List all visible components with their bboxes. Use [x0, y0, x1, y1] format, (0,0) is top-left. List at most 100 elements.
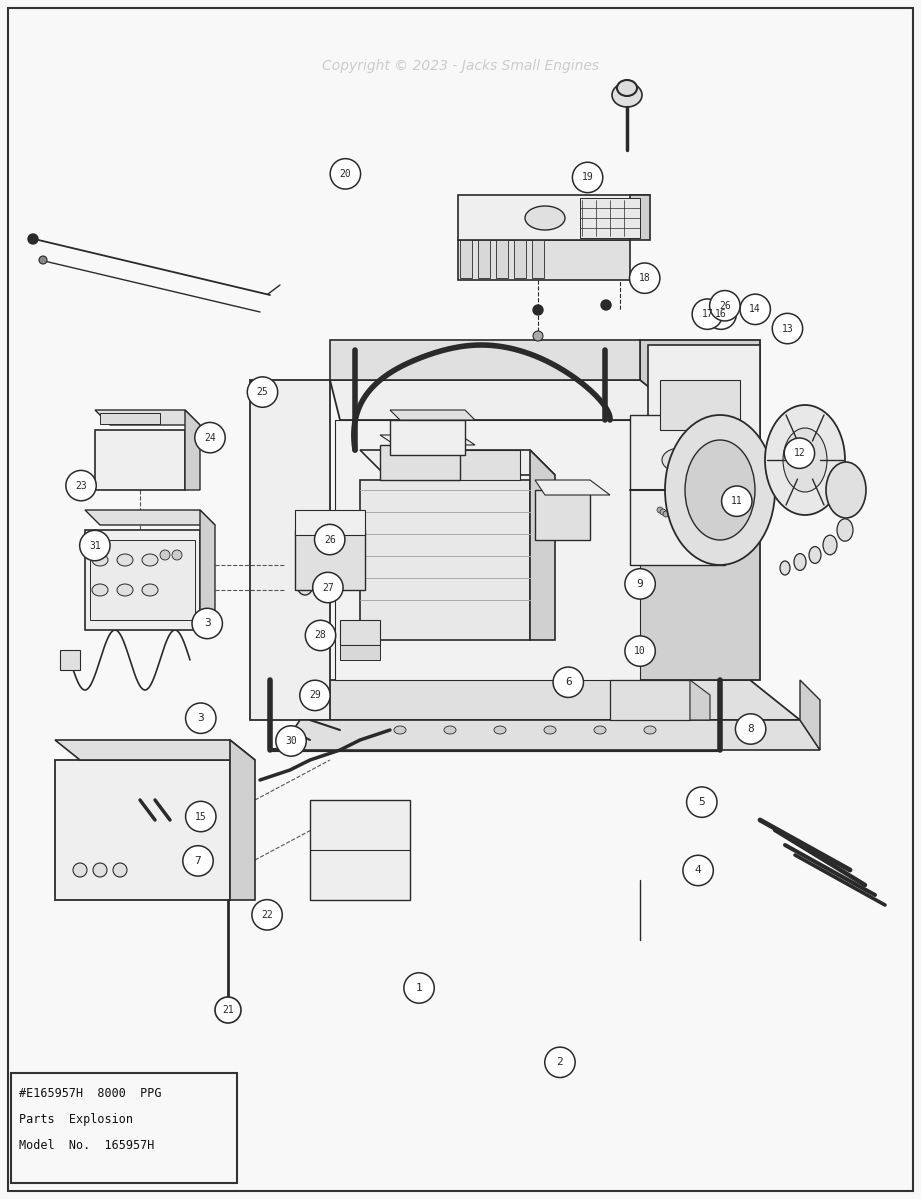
Polygon shape — [478, 240, 490, 278]
Ellipse shape — [142, 554, 158, 566]
Polygon shape — [400, 450, 520, 480]
Ellipse shape — [601, 300, 611, 311]
Polygon shape — [340, 620, 380, 645]
Ellipse shape — [617, 80, 637, 96]
Polygon shape — [185, 410, 200, 490]
Text: 1: 1 — [415, 983, 423, 993]
Text: 23: 23 — [76, 481, 87, 490]
Circle shape — [80, 530, 111, 561]
Circle shape — [314, 524, 345, 555]
Polygon shape — [380, 445, 460, 480]
Ellipse shape — [525, 206, 565, 230]
Ellipse shape — [702, 448, 738, 472]
Text: Parts  Explosion: Parts Explosion — [19, 1113, 133, 1126]
Text: 12: 12 — [794, 448, 805, 458]
Text: 11: 11 — [731, 496, 742, 506]
Text: 30: 30 — [286, 736, 297, 746]
Ellipse shape — [612, 83, 642, 107]
Ellipse shape — [113, 863, 127, 876]
Polygon shape — [532, 240, 544, 278]
Ellipse shape — [533, 331, 543, 341]
Polygon shape — [610, 680, 690, 721]
Circle shape — [300, 680, 331, 711]
Text: 16: 16 — [716, 309, 727, 319]
Bar — [11, 1073, 237, 1183]
Polygon shape — [250, 680, 800, 721]
Text: 5: 5 — [698, 797, 705, 807]
Circle shape — [692, 299, 722, 330]
Text: 3: 3 — [204, 619, 211, 628]
Polygon shape — [660, 380, 740, 430]
Ellipse shape — [117, 554, 133, 566]
Text: 24: 24 — [204, 433, 216, 442]
Polygon shape — [90, 540, 195, 620]
Circle shape — [722, 486, 752, 517]
Ellipse shape — [665, 415, 775, 565]
Polygon shape — [640, 341, 760, 680]
Circle shape — [682, 855, 713, 886]
Text: 21: 21 — [222, 1005, 234, 1016]
Circle shape — [772, 313, 802, 344]
Text: 22: 22 — [262, 910, 273, 920]
Ellipse shape — [660, 510, 666, 516]
Polygon shape — [360, 480, 530, 640]
Circle shape — [624, 568, 655, 600]
Circle shape — [403, 972, 435, 1004]
Polygon shape — [535, 480, 610, 495]
Circle shape — [186, 801, 216, 832]
Circle shape — [195, 422, 226, 453]
Polygon shape — [800, 680, 820, 751]
Polygon shape — [690, 680, 710, 721]
Ellipse shape — [73, 863, 87, 876]
Ellipse shape — [544, 727, 556, 734]
Polygon shape — [390, 420, 465, 454]
Polygon shape — [280, 721, 820, 751]
Circle shape — [330, 158, 361, 189]
Ellipse shape — [533, 305, 543, 315]
Text: 28: 28 — [315, 631, 326, 640]
Circle shape — [740, 294, 770, 325]
Text: 9: 9 — [636, 579, 644, 589]
Text: 8: 8 — [747, 724, 754, 734]
Circle shape — [192, 608, 223, 639]
Ellipse shape — [297, 576, 313, 595]
Text: 18: 18 — [639, 273, 650, 283]
Polygon shape — [295, 510, 365, 535]
Polygon shape — [55, 740, 255, 760]
Ellipse shape — [172, 550, 182, 560]
Circle shape — [247, 376, 278, 408]
Circle shape — [66, 470, 97, 501]
Polygon shape — [340, 645, 380, 659]
Text: JACKS
SMALL
ENGINES: JACKS SMALL ENGINES — [323, 510, 598, 689]
Text: 4: 4 — [694, 866, 702, 875]
Polygon shape — [580, 198, 640, 237]
Text: 17: 17 — [702, 309, 713, 319]
Ellipse shape — [765, 405, 845, 516]
Ellipse shape — [657, 507, 663, 513]
Polygon shape — [330, 341, 640, 380]
Polygon shape — [95, 430, 185, 490]
Polygon shape — [496, 240, 508, 278]
Polygon shape — [460, 240, 472, 278]
Text: 6: 6 — [565, 677, 572, 687]
Polygon shape — [85, 530, 200, 629]
Circle shape — [686, 787, 717, 818]
Polygon shape — [95, 410, 200, 424]
Text: 27: 27 — [322, 583, 333, 592]
Text: 15: 15 — [195, 812, 206, 821]
Ellipse shape — [160, 550, 170, 560]
Text: 31: 31 — [89, 541, 100, 550]
Ellipse shape — [92, 554, 108, 566]
Circle shape — [186, 703, 216, 734]
Polygon shape — [458, 240, 630, 281]
Text: Copyright © 2023 - Jacks Small Engines: Copyright © 2023 - Jacks Small Engines — [322, 59, 599, 73]
Ellipse shape — [142, 584, 158, 596]
Circle shape — [553, 667, 583, 698]
Polygon shape — [390, 410, 475, 420]
Ellipse shape — [809, 547, 821, 564]
Ellipse shape — [28, 234, 38, 245]
Ellipse shape — [117, 584, 133, 596]
Polygon shape — [60, 650, 80, 670]
Polygon shape — [335, 420, 640, 680]
Text: 26: 26 — [324, 535, 335, 544]
